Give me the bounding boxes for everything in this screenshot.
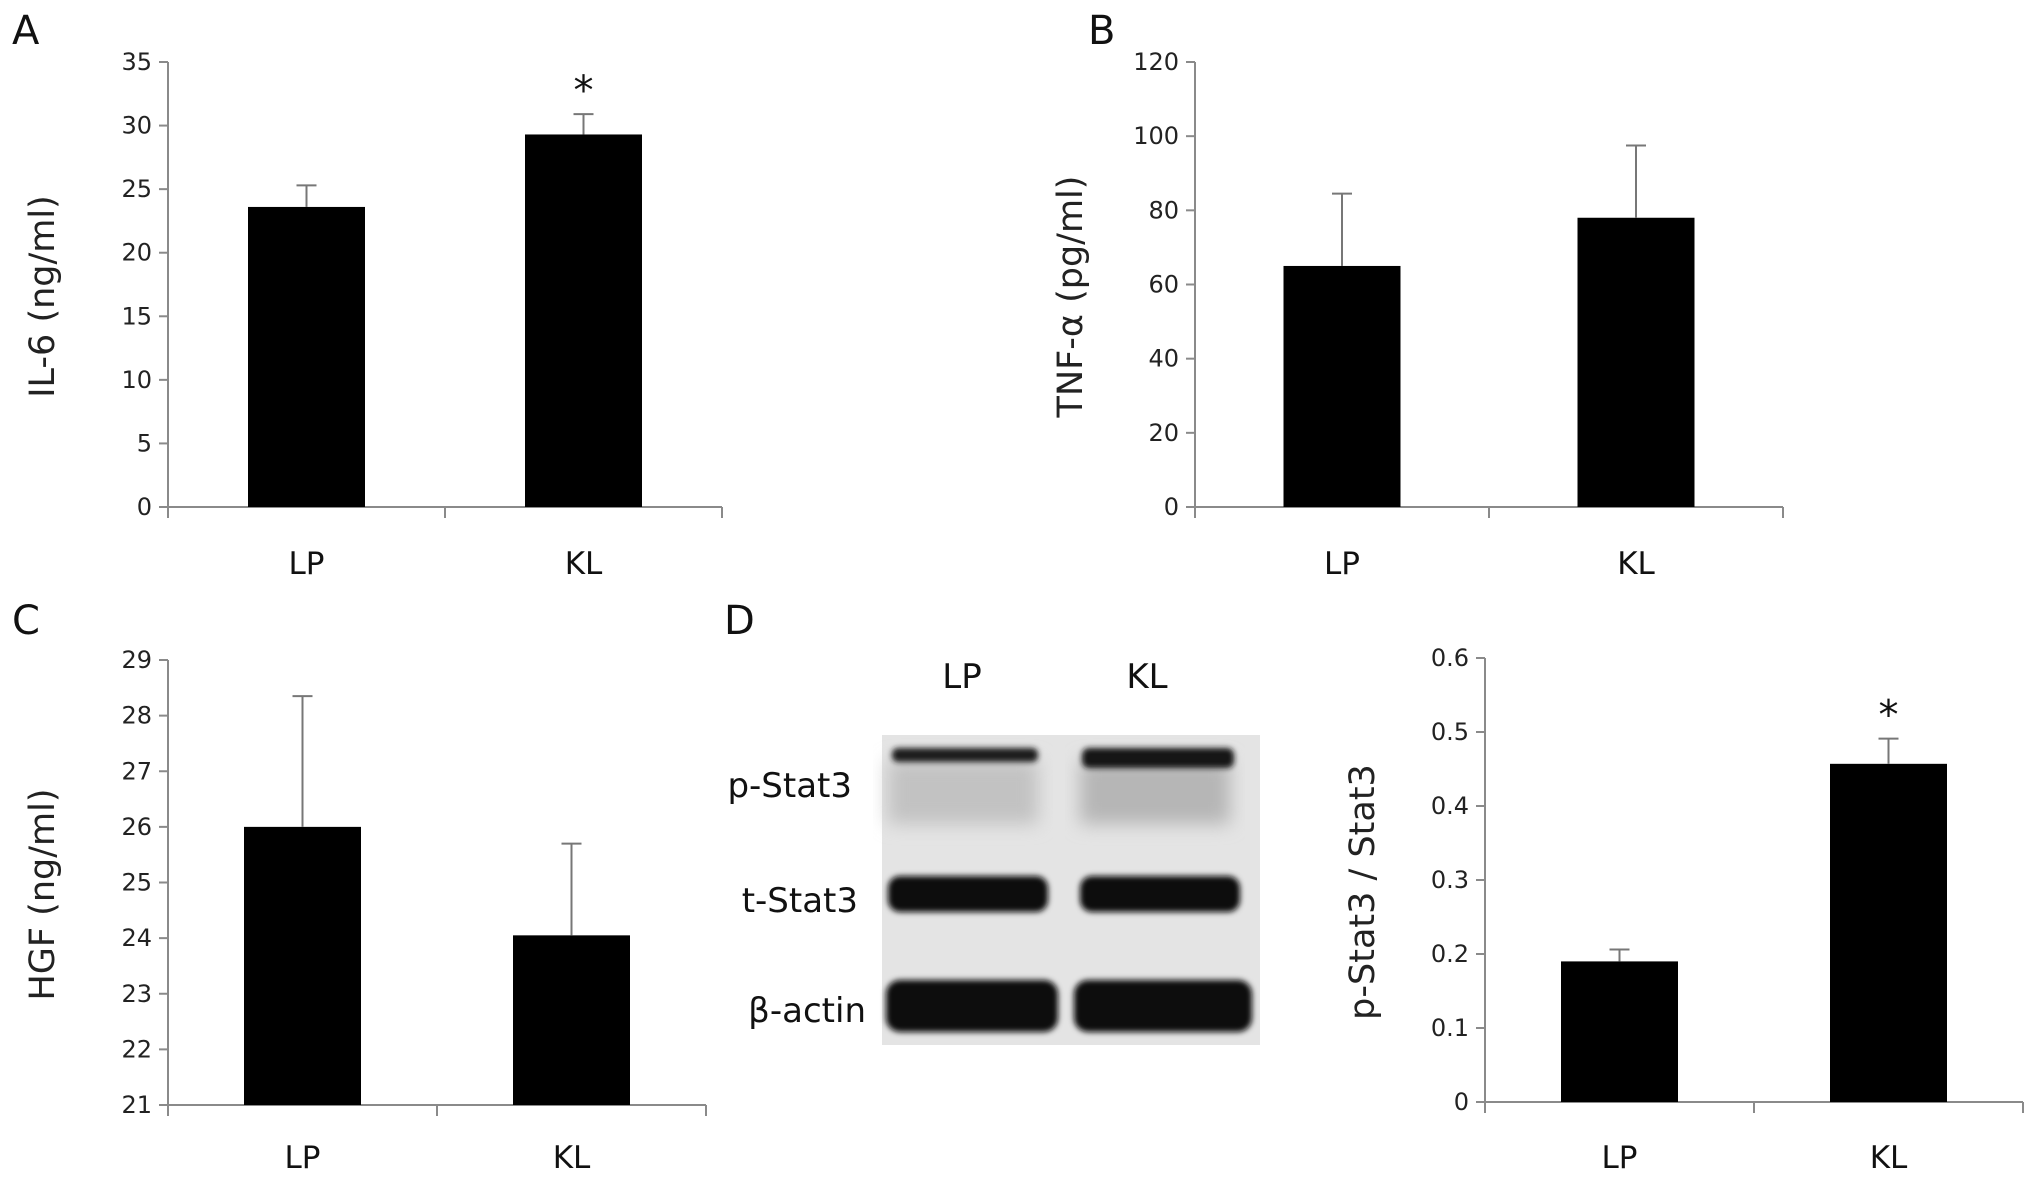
category-label-kl: KL bbox=[553, 1140, 591, 1176]
y-tick-label: 24 bbox=[121, 924, 152, 952]
panel-label-a: A bbox=[12, 8, 40, 54]
y-tick-label: 26 bbox=[121, 813, 152, 841]
blot-band-tstat3-kl bbox=[1080, 876, 1240, 912]
y-tick-label: 22 bbox=[121, 1035, 152, 1063]
category-label-lp: LP bbox=[289, 546, 325, 582]
y-tick-label: 29 bbox=[121, 646, 152, 674]
blot-row-label-bactin: β-actin bbox=[748, 991, 866, 1031]
chart-b-tnf-alpha: 0 20 40 60 80 100 120 LP KL TNF-α (pg/ml) bbox=[1051, 48, 1784, 582]
y-axis-label: TNF-α (pg/ml) bbox=[1051, 176, 1091, 419]
bar-kl bbox=[513, 935, 630, 1105]
category-label-kl: KL bbox=[1617, 546, 1655, 582]
y-tick-label: 60 bbox=[1148, 271, 1179, 299]
y-tick-label: 25 bbox=[121, 869, 152, 897]
bar-lp bbox=[1283, 265, 1401, 507]
chart-d-pstat3-ratio: 0 0.1 0.2 0.3 0.4 0.5 0.6 LP KL * p-Stat3 / Stat3 bbox=[1343, 644, 2024, 1176]
y-tick-label: 10 bbox=[121, 366, 152, 394]
y-tick-label: 40 bbox=[1148, 345, 1179, 373]
y-tick-label: 5 bbox=[137, 429, 152, 457]
y-tick-label: 28 bbox=[121, 702, 152, 730]
blot-band-bactin-lp bbox=[886, 980, 1058, 1032]
bar-kl bbox=[1577, 217, 1695, 507]
blot-column-label-lp: LP bbox=[942, 657, 981, 697]
y-tick-label: 0.5 bbox=[1431, 718, 1469, 746]
category-label-lp: LP bbox=[1602, 1140, 1638, 1176]
y-tick-label: 27 bbox=[121, 757, 152, 785]
bar-lp bbox=[248, 206, 365, 507]
category-label-lp: LP bbox=[285, 1140, 321, 1176]
y-axis-label: HGF (ng/ml) bbox=[23, 788, 63, 1000]
blot-column-label-kl: KL bbox=[1126, 657, 1167, 697]
y-tick-label: 0.4 bbox=[1431, 792, 1469, 820]
y-tick-label: 100 bbox=[1133, 122, 1179, 150]
y-tick-label: 23 bbox=[121, 980, 152, 1008]
blot-band-pstat3-kl bbox=[1082, 748, 1234, 768]
significance-marker: * bbox=[574, 68, 594, 114]
y-tick-label: 120 bbox=[1133, 48, 1179, 76]
y-tick-label: 0 bbox=[1454, 1088, 1469, 1116]
panel-label-d: D bbox=[724, 598, 755, 644]
y-tick-label: 80 bbox=[1148, 196, 1179, 224]
western-blot: LP KL p-Stat3 t-Stat3 β-actin bbox=[727, 657, 1260, 1045]
significance-marker: * bbox=[1879, 693, 1899, 739]
blot-band-pstat3-lp bbox=[892, 748, 1038, 762]
panel-label-b: B bbox=[1088, 8, 1115, 54]
y-tick-label: 30 bbox=[121, 112, 152, 140]
y-axis-label: p-Stat3 / Stat3 bbox=[1343, 764, 1383, 1020]
y-tick-label: 0 bbox=[137, 493, 152, 521]
y-tick-label: 0.2 bbox=[1431, 940, 1469, 968]
blot-row-label-tstat3: t-Stat3 bbox=[742, 881, 858, 921]
blot-band-bactin-kl bbox=[1074, 980, 1252, 1032]
category-label-kl: KL bbox=[565, 546, 603, 582]
y-tick-label: 0.1 bbox=[1431, 1014, 1469, 1042]
y-tick-label: 0.6 bbox=[1431, 644, 1469, 672]
bar-lp bbox=[1561, 961, 1678, 1102]
chart-c-hgf: 21 22 23 24 25 26 27 28 29 LP KL HGF (ng/ml) bbox=[23, 646, 707, 1176]
y-tick-label: 0.3 bbox=[1431, 866, 1469, 894]
blot-band-tstat3-lp bbox=[888, 876, 1048, 912]
y-tick-label: 21 bbox=[121, 1091, 152, 1119]
bar-kl bbox=[1830, 763, 1947, 1102]
panel-label-c: C bbox=[12, 598, 40, 644]
blot-smear-kl bbox=[1080, 760, 1230, 824]
category-label-kl: KL bbox=[1870, 1140, 1908, 1176]
blot-smear-lp bbox=[888, 760, 1038, 824]
blot-row-label-pstat3: p-Stat3 bbox=[727, 766, 852, 806]
y-tick-label: 15 bbox=[121, 302, 152, 330]
y-tick-label: 35 bbox=[121, 48, 152, 76]
bar-lp bbox=[244, 826, 361, 1105]
chart-a-il6: 0 5 10 15 20 25 30 35 LP KL * IL-6 (ng/ml) bbox=[23, 48, 723, 582]
bar-kl bbox=[525, 134, 642, 507]
y-tick-label: 0 bbox=[1164, 493, 1179, 521]
y-tick-label: 25 bbox=[121, 175, 152, 203]
y-tick-label: 20 bbox=[1148, 419, 1179, 447]
category-label-lp: LP bbox=[1324, 546, 1360, 582]
y-axis-label: IL-6 (ng/ml) bbox=[23, 195, 63, 398]
y-tick-label: 20 bbox=[121, 239, 152, 267]
